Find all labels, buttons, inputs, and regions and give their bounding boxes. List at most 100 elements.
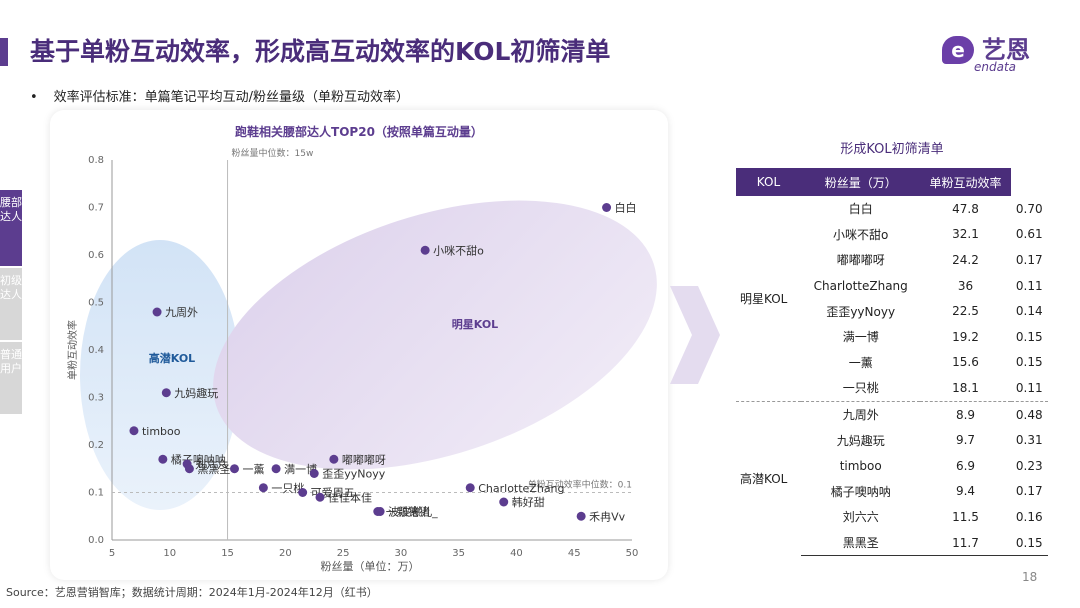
data-point [258,483,268,493]
table-cell-efficiency: 0.23 [1015,458,1043,473]
table-cell-kol: 嘟嘟嘟呀 [836,253,885,268]
bullet-dot-icon: • [30,90,38,105]
table-cell-kol: timboo [839,458,882,473]
y-tick-label: 0.7 [88,203,104,214]
criteria-text: 效率评估标准：单篇笔记平均互动/粉丝量级（单粉互动效率） [53,90,410,105]
logo-cn-text: 艺恩 [982,36,1030,64]
table-cell-kol: 橘子噢呐呐 [830,484,891,499]
y-tick-label: 0.8 [88,155,104,166]
data-point [298,488,308,497]
side-tab-ordinary[interactable]: 普通用户 [0,342,22,414]
data-point [129,426,139,436]
x-tick-label: 5 [109,548,115,559]
data-point-label: 一薰 [242,462,264,476]
table-header-fans: 粉丝量（万） [800,168,921,196]
endata-logo: e 艺恩 endata [942,30,1052,74]
table-cell-kol: 白白 [848,202,873,217]
y-tick-label: 0.1 [88,488,104,499]
chart-title: 跑鞋相关腰部达人TOP20（按照单篇互动量） [235,124,483,139]
chevron-right-icon [670,286,720,384]
table-cell-efficiency: 0.15 [1015,355,1043,370]
data-point [465,483,475,493]
table-row: 九妈趣玩 9.7 0.31 [736,427,1048,453]
side-tab-junior[interactable]: 初级达人 [0,268,22,340]
data-point [420,245,430,255]
data-point [375,507,385,516]
table-cell-fans: 11.5 [952,509,979,524]
table-cell-efficiency: 0.14 [1015,304,1043,319]
y-tick-label: 0.3 [88,393,104,404]
y-axis-label: 单粉互动效率 [66,320,79,380]
high-potential-cluster [80,240,240,510]
source-note: Source：艺恩营销智库；数据统计周期：2024年1月-2024年12月（红书… [6,586,378,599]
table-cell-fans: 6.9 [955,458,976,473]
scatter-chart: 跑鞋相关腰部达人TOP20（按照单篇互动量） 高潜KOL 明星KOL 单粉互动效… [66,124,657,573]
table-row: 嘟嘟嘟呀 24.2 0.17 [736,247,1048,273]
x-tick-label: 50 [626,548,639,559]
table-header-kol: KOL [736,168,801,196]
table-row: 明星KOL 白白 47.8 0.70 [736,196,1048,306]
x-tick-label: 40 [510,548,523,559]
table-cell-efficiency: 0.48 [1010,400,1048,428]
data-point-label: 韩好甜 [512,495,545,509]
table-row: 刘六六 11.5 0.16 [736,504,1048,530]
table-cell-kol: 歪歪yyNoyy [826,304,896,319]
y-tick-label: 0.2 [88,440,104,451]
cluster-label-high-potential: 高潜KOL [149,351,195,365]
table-cell-kol: 九妈趣玩 [836,433,885,448]
data-point-label: CharlotteZhang [478,482,564,495]
table-cell-fans: 8.9 [920,400,1011,428]
table-cell-fans: 24.2 [952,252,979,267]
table-cell-fans: 47.8 [952,201,979,216]
table-row: 高潜KOL 九周外 8.9 0.48 [736,400,1048,556]
side-tab-waist[interactable]: 腰部达人 [0,190,22,266]
table-row: 歪歪yyNoyy 22.5 0.14 [736,298,1048,324]
table-group-label: 明星KOL [740,291,788,306]
table-cell-kol: 小咪不甜o [833,227,889,242]
table-cell-fans: 18.1 [952,380,979,395]
y-tick-label: 0.6 [88,250,104,261]
table-cell-kol: 一薰 [848,355,873,370]
x-tick-label: 35 [452,548,465,559]
table-cell-fans: 22.5 [952,304,979,319]
table-cell-efficiency: 0.70 [1015,201,1043,216]
side-tabs: 腰部达人 初级达人 普通用户 [0,190,22,416]
table-title: 形成KOL初筛清单 [840,142,944,157]
data-point-label: 白白 [615,201,637,215]
logo-en-text: endata [974,60,1017,74]
table-cell-efficiency: 0.16 [1015,509,1043,524]
table-row: 橘子噢呐呐 9.4 0.17 [736,479,1048,505]
table-cell-fans: 15.6 [952,355,979,370]
table-cell-kol: 一只桃 [842,381,879,396]
kol-table-body: 明星KOL 白白 47.8 0.70 小咪不甜o 32.1 0.61 嘟嘟嘟呀 24.2 0.17… [736,196,1048,557]
data-point-label: timboo [142,425,181,438]
table-cell-kol: 黑黑圣 [800,529,921,557]
star-cluster [213,200,657,470]
x-tick-label: 20 [279,548,292,559]
data-point [271,464,281,474]
ref-label-efficiency-median: 单粉互动效率中位数：0.1 [528,479,632,491]
table-cell-fans: 36 [957,278,974,293]
logo-icon: e [942,36,974,64]
table-cell-efficiency: 0.11 [1015,278,1043,293]
data-point [161,388,171,398]
scatter-chart-card: 跑鞋相关腰部达人TOP20（按照单篇互动量） 高潜KOL 明星KOL 单粉互动效… [50,110,668,580]
table-cell-kol: 九周外 [800,400,921,428]
data-point-label: 满一博 [284,463,317,476]
table-cell-efficiency: 0.15 [1010,529,1048,557]
data-point [229,464,239,474]
data-point-label: 九周外 [165,306,198,319]
data-point [315,492,325,502]
table-group-label: 高潜KOL [736,400,801,556]
table-cell-kol: 满一博 [842,330,879,345]
data-point-label: 嘟嘟嘟呀 [342,453,386,466]
table-cell-kol: CharlotteZhang [813,278,908,293]
data-point-label: 禾冉Vv [589,509,626,523]
data-point-label: 一只桃 [271,481,304,495]
x-tick-label: 30 [395,548,408,559]
table-row: 一只桃 18.1 0.11 [736,375,1048,401]
table-cell-fans: 19.2 [952,329,979,344]
data-point-label: 一颗猪猪 [386,506,430,519]
page-title: 基于单粉互动效率，形成高互动效率的KOL初筛清单 [30,37,611,66]
data-point-label: 小咪不甜o [433,244,484,257]
